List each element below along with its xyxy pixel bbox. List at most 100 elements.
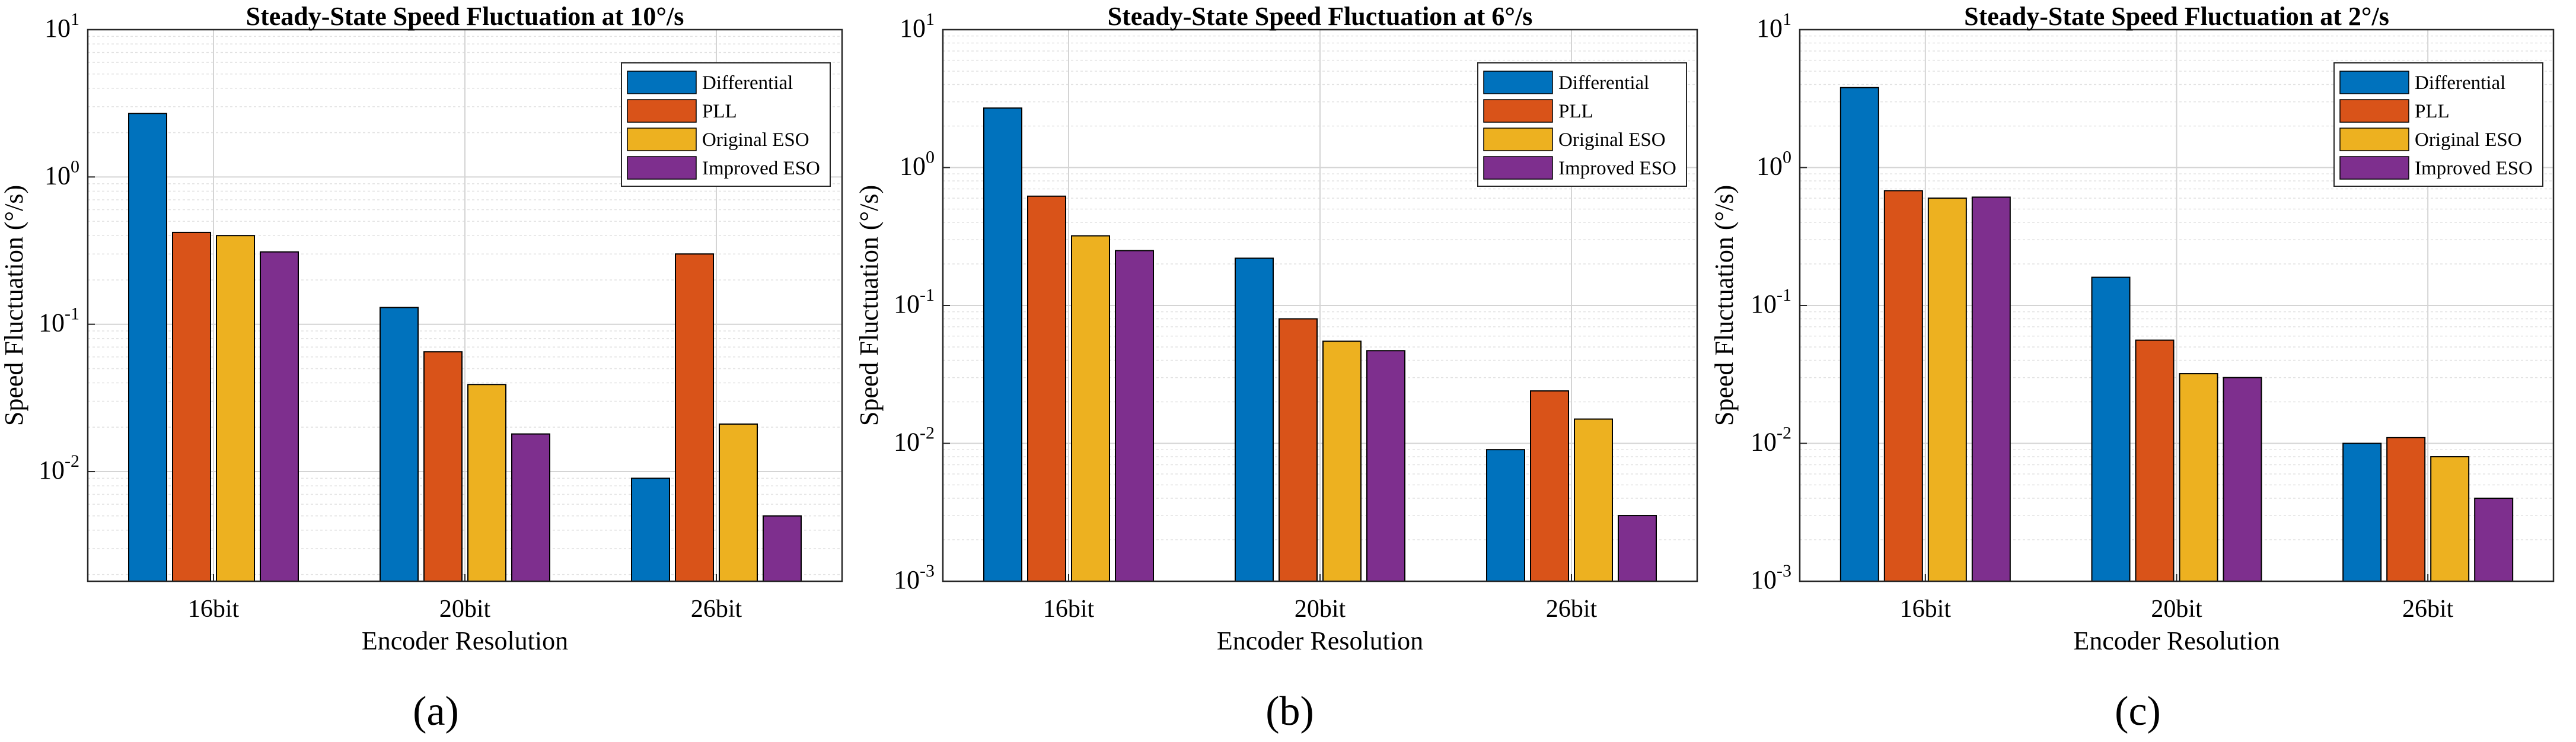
- legend-swatch: [627, 71, 697, 94]
- legend-swatch: [627, 156, 697, 180]
- y-tick-label: 10-1: [1751, 285, 1791, 319]
- y-tick-exponent: -2: [65, 451, 79, 471]
- y-tick-label: 101: [1756, 9, 1791, 43]
- x-tick-label: 26bit: [1546, 595, 1598, 623]
- legend-entry-label: PLL: [702, 101, 737, 122]
- y-tick-label: 10-3: [1751, 561, 1791, 594]
- legend-swatch: [627, 99, 697, 123]
- x-tick-label: 16bit: [1900, 595, 1952, 623]
- bar-differential-20bit: [1235, 257, 1274, 582]
- legend-swatch: [2339, 128, 2409, 151]
- panel-label: (b): [1265, 689, 1314, 734]
- bar-differential-16bit: [983, 107, 1022, 582]
- bars: [983, 107, 1657, 582]
- legend-swatch: [1483, 99, 1553, 123]
- bars: [128, 113, 802, 582]
- y-tick-base: 10: [39, 456, 65, 485]
- x-ticks: 16bit 20bit 26bit: [1900, 574, 2454, 623]
- legend-swatch: [1483, 156, 1553, 180]
- y-tick-exponent: -2: [920, 423, 935, 443]
- x-ticks: 16bit 20bit 26bit: [1043, 574, 1598, 623]
- chart-title: Steady-State Speed Fluctuation at 2°/s: [1964, 2, 2389, 31]
- y-tick-exponent: -1: [920, 285, 935, 305]
- chart-title: Steady-State Speed Fluctuation at 6°/s: [1108, 2, 1533, 31]
- y-tick-exponent: 0: [71, 157, 79, 176]
- bar-pll-26bit: [675, 253, 714, 582]
- legend-swatch: [627, 128, 697, 151]
- y-tick-label: 10-1: [894, 285, 935, 319]
- bar-original-eso-20bit: [467, 384, 506, 582]
- bar-improved-eso-26bit: [1618, 515, 1657, 582]
- y-tick-label: 100: [900, 148, 935, 181]
- bar-original-eso-16bit: [1927, 198, 1967, 582]
- bar-improved-eso-16bit: [1971, 196, 2011, 582]
- y-tick-exponent: 1: [1783, 9, 1791, 29]
- legend-entry-label: Improved ESO: [2415, 158, 2533, 179]
- bar-pll-26bit: [1530, 390, 1569, 582]
- y-tick-exponent: -3: [1777, 561, 1791, 581]
- legend: Differential PLL Original ESO Improved ESO: [2333, 62, 2543, 187]
- x-axis-label: Encoder Resolution: [362, 626, 568, 655]
- panel-label: (c): [2115, 689, 2161, 734]
- bar-pll-20bit: [1279, 318, 1318, 582]
- legend-swatch: [1483, 71, 1553, 94]
- bar-original-eso-20bit: [1322, 340, 1362, 582]
- bar-differential-26bit: [1486, 449, 1525, 582]
- bar-differential-20bit: [380, 307, 419, 582]
- bar-improved-eso-26bit: [2474, 498, 2514, 582]
- y-tick-label: 100: [1756, 148, 1791, 181]
- x-tick-label: 26bit: [691, 595, 742, 623]
- y-tick-exponent: -1: [65, 304, 79, 324]
- bar-pll-16bit: [172, 231, 211, 582]
- bar-improved-eso-26bit: [763, 515, 802, 582]
- legend-swatch: [2339, 71, 2409, 94]
- y-axis-label: Speed Fluctuation (°/s): [0, 185, 28, 426]
- y-tick-base: 10: [39, 308, 65, 337]
- bar-original-eso-26bit: [2430, 456, 2470, 582]
- bar-pll-16bit: [1883, 190, 1923, 582]
- y-tick-base: 10: [900, 152, 926, 181]
- bar-differential-16bit: [1839, 87, 1879, 582]
- y-tick-exponent: 0: [1783, 148, 1791, 167]
- y-tick-exponent: 1: [926, 9, 935, 29]
- legend: Differential PLL Original ESO Improved ESO: [1477, 62, 1687, 187]
- y-tick-label: 10-2: [39, 451, 79, 485]
- bar-differential-26bit: [631, 477, 670, 582]
- legend-entry-label: Original ESO: [1558, 129, 1666, 151]
- x-tick-label: 20bit: [1295, 595, 1346, 623]
- y-tick-label: 101: [900, 9, 935, 43]
- y-tick-label: 10-3: [894, 561, 935, 594]
- x-tick-label: 16bit: [1043, 595, 1095, 623]
- legend-entry-label: PLL: [1558, 101, 1593, 122]
- legend-entry-label: Improved ESO: [702, 158, 820, 179]
- bar-differential-26bit: [2342, 442, 2382, 582]
- y-tick-exponent: 0: [926, 148, 935, 167]
- bar-pll-16bit: [1027, 195, 1066, 582]
- bar-original-eso-16bit: [216, 235, 255, 582]
- y-tick-base: 10: [894, 289, 920, 319]
- bar-improved-eso-16bit: [1115, 250, 1154, 582]
- x-tick-label: 16bit: [188, 595, 240, 623]
- y-tick-label: 10-2: [1751, 423, 1791, 457]
- bar-pll-20bit: [2135, 339, 2175, 582]
- y-tick-base: 10: [1751, 565, 1777, 594]
- bar-differential-20bit: [2091, 276, 2131, 582]
- y-tick-exponent: 1: [71, 9, 79, 29]
- legend-swatch: [1483, 128, 1553, 151]
- bar-original-eso-26bit: [719, 423, 758, 582]
- bar-original-eso-16bit: [1071, 235, 1110, 582]
- panel-label: (a): [413, 689, 459, 734]
- y-tick-base: 10: [894, 565, 920, 594]
- x-axis-label: Encoder Resolution: [2073, 626, 2279, 655]
- bar-improved-eso-20bit: [511, 433, 550, 582]
- bars: [1839, 87, 2514, 582]
- legend-swatch: [2339, 156, 2409, 180]
- y-tick-exponent: -3: [920, 561, 935, 581]
- y-tick-base: 10: [44, 14, 71, 43]
- y-tick-base: 10: [894, 428, 920, 457]
- legend-entry-label: PLL: [2415, 101, 2450, 122]
